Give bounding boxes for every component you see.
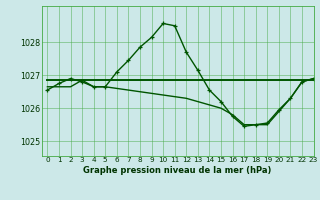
X-axis label: Graphe pression niveau de la mer (hPa): Graphe pression niveau de la mer (hPa): [84, 166, 272, 175]
